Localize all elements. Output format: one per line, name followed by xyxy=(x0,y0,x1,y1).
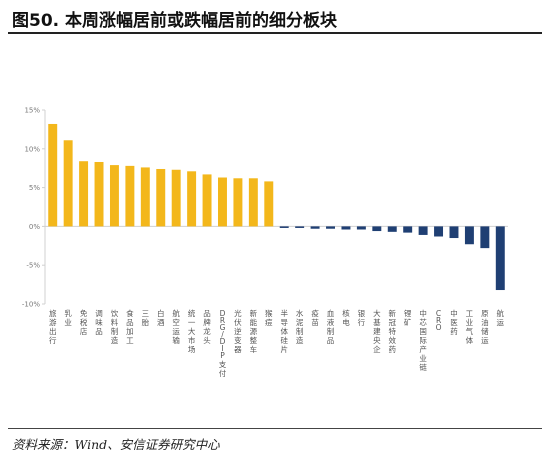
category-label: 疫苗 xyxy=(311,308,319,327)
bar xyxy=(140,167,150,227)
category-label: D R G / D I P 支付 xyxy=(219,309,227,378)
category-label: 统一大市场 xyxy=(188,308,196,354)
bar xyxy=(48,123,58,227)
category-label: 锂矿 xyxy=(404,308,412,327)
bar xyxy=(125,165,135,227)
y-tick-label: 5% xyxy=(29,184,40,192)
category-label: 免税店 xyxy=(80,308,88,336)
category-label: 新冠特效药 xyxy=(389,308,397,354)
bar xyxy=(94,161,104,227)
y-tick-label: -10% xyxy=(22,301,40,309)
category-label: 航运 xyxy=(497,308,505,327)
category-label: 饮料制造 xyxy=(111,308,119,345)
category-label: 旅游出行 xyxy=(49,308,57,345)
category-label: 乳业 xyxy=(64,308,72,327)
bar xyxy=(171,169,181,227)
bar xyxy=(480,226,490,249)
category-label: 猴痘 xyxy=(265,309,273,327)
bar xyxy=(63,140,73,227)
bar xyxy=(156,168,166,227)
y-tick-label: 0% xyxy=(29,223,40,231)
category-label: 中芯国际产业链 xyxy=(419,308,427,372)
bar xyxy=(356,226,366,230)
bar xyxy=(109,165,119,227)
bar xyxy=(295,226,305,228)
category-label: 航空运输 xyxy=(172,308,180,345)
y-tick-label: 10% xyxy=(24,145,40,153)
bar xyxy=(495,226,505,291)
category-label: 银行 xyxy=(358,309,366,327)
bar xyxy=(341,226,351,230)
category-label: 原油储运 xyxy=(481,309,489,345)
title-divider xyxy=(8,32,542,34)
category-label: 水泥制造 xyxy=(296,308,304,345)
bar xyxy=(310,226,320,229)
category-label: 新能源整车 xyxy=(250,308,258,354)
category-label: 光伏逆变器 xyxy=(234,308,242,354)
bar xyxy=(464,226,474,245)
category-label: 品牌龙头 xyxy=(203,309,211,345)
bar xyxy=(434,226,444,237)
bar xyxy=(387,226,397,232)
category-label: 工业气体 xyxy=(466,309,474,345)
bar xyxy=(248,178,258,227)
source-note: 资料来源：Wind、安信证券研究中心 xyxy=(12,437,220,452)
category-label: 中医药 xyxy=(450,308,458,336)
bar xyxy=(326,226,335,229)
bar-chart: 15% 10% 5% 0% -5% -10% 旅游出行乳业免税店调味品饮料制造食品加工三胎白… xyxy=(22,107,508,378)
bar xyxy=(372,226,382,232)
category-label: 三胎 xyxy=(142,309,150,327)
figure-title: 图50. 本周涨幅居前或跌幅居前的细分板块 xyxy=(12,11,338,31)
bar xyxy=(202,174,212,227)
category-label: 调味品 xyxy=(95,309,103,336)
bar xyxy=(218,177,227,227)
source-divider xyxy=(8,428,542,429)
bar xyxy=(403,226,413,233)
category-label: 核电 xyxy=(342,308,350,327)
y-tick-label: 15% xyxy=(24,107,40,115)
bar xyxy=(187,171,197,227)
bar xyxy=(449,226,459,239)
bar xyxy=(233,178,243,227)
category-label: 大基建央企 xyxy=(373,308,381,354)
category-label: 血液制品 xyxy=(327,308,335,345)
bar xyxy=(79,161,89,227)
bar xyxy=(418,226,428,235)
category-label: 食品加工 xyxy=(126,308,134,345)
bar xyxy=(264,181,274,227)
category-label: 白酒 xyxy=(157,308,165,327)
y-tick-label: -5% xyxy=(26,262,40,270)
bar xyxy=(279,226,289,228)
category-label: 半导体硅片 xyxy=(280,308,288,354)
